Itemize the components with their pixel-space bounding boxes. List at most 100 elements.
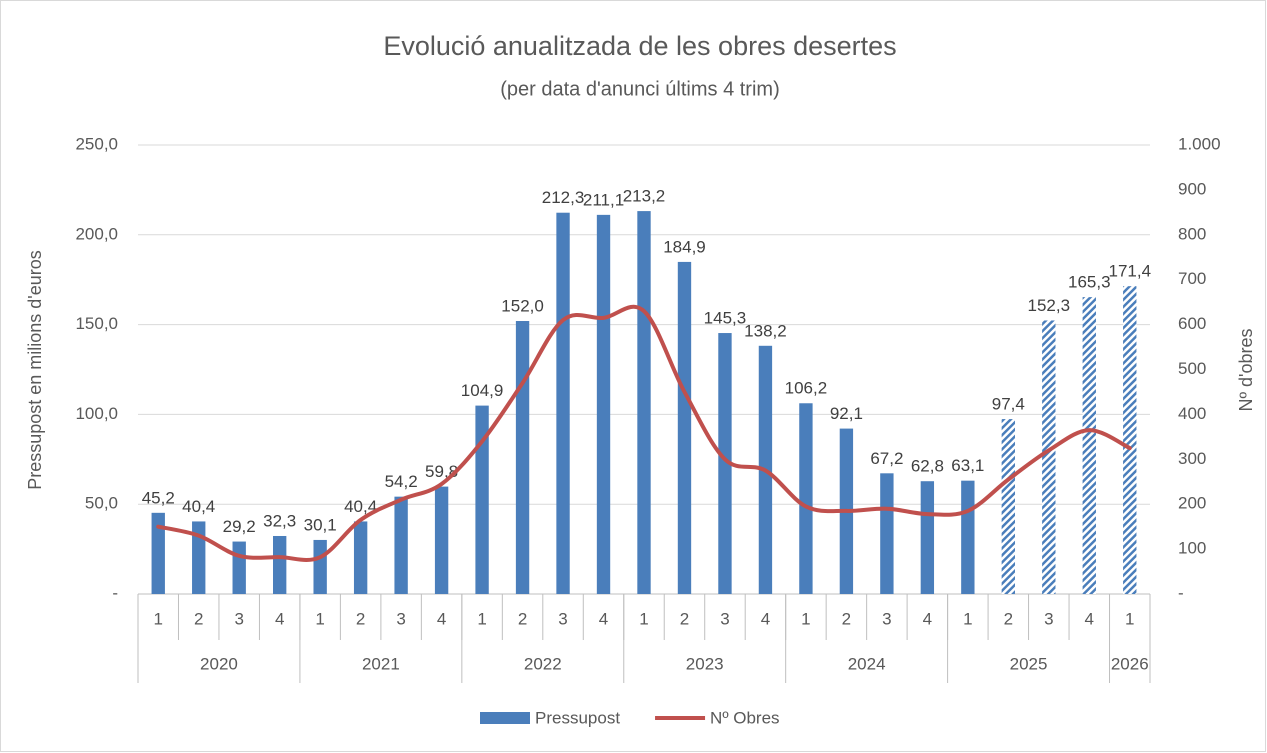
x-tick-label: 3 <box>1044 609 1053 628</box>
data-label: 171,4 <box>1108 262 1151 281</box>
x-tick-label: 1 <box>315 609 324 628</box>
bar <box>718 333 732 594</box>
legend-label: Nº Obres <box>710 708 780 727</box>
group-label: 2022 <box>524 654 562 673</box>
data-label: 213,2 <box>623 187 666 206</box>
bar <box>677 261 692 594</box>
data-label: 62,8 <box>911 457 944 476</box>
bar <box>394 496 408 594</box>
bar <box>475 405 489 594</box>
data-label: 211,1 <box>583 190 624 209</box>
x-tick-label: 4 <box>599 609 608 628</box>
x-tick-label: 4 <box>923 609 932 628</box>
x-tick-label: 3 <box>396 609 405 628</box>
bar <box>151 512 165 594</box>
group-label: 2025 <box>1010 654 1048 673</box>
y2-tick-label: - <box>1178 583 1184 602</box>
y2-tick-label: 1.000 <box>1178 134 1221 153</box>
data-label: 106,2 <box>785 379 828 398</box>
y2-tick-label: 400 <box>1178 404 1206 423</box>
data-label: 152,0 <box>501 296 544 315</box>
data-label: 92,1 <box>830 404 863 423</box>
y-axis-title: Pressupost en milions d'euros <box>25 250 45 490</box>
bar <box>961 480 975 594</box>
data-label: 184,9 <box>663 237 706 256</box>
y-tick-label: 250,0 <box>75 134 118 153</box>
x-tick-label: 3 <box>720 609 729 628</box>
bar <box>232 541 246 594</box>
group-label: 2020 <box>200 654 238 673</box>
x-tick-label: 1 <box>1125 609 1134 628</box>
chart-title: Evolució anualitzada de les obres desert… <box>383 31 896 61</box>
line <box>156 304 1132 562</box>
y-tick-label: 100,0 <box>75 404 118 423</box>
data-label: 30,1 <box>304 515 337 534</box>
group-label: 2024 <box>848 654 886 673</box>
bar <box>192 521 206 594</box>
bar <box>273 535 287 594</box>
y-tick-label: - <box>112 583 118 602</box>
data-label: 145,3 <box>704 309 747 328</box>
data-label: 32,3 <box>263 511 296 530</box>
y2-tick-label: 700 <box>1178 269 1206 288</box>
data-label: 138,2 <box>744 321 787 340</box>
bar <box>1123 286 1137 594</box>
x-tick-label: 3 <box>234 609 243 628</box>
x-tick-label: 3 <box>558 609 567 628</box>
y2-tick-label: 600 <box>1178 314 1206 333</box>
bar <box>1042 320 1056 594</box>
x-tick-label: 1 <box>639 609 648 628</box>
y2-tick-label: 500 <box>1178 359 1206 378</box>
data-label: 63,1 <box>951 456 984 475</box>
legend-swatch <box>480 712 530 724</box>
y-tick-label: 200,0 <box>75 224 118 243</box>
x-tick-label: 4 <box>761 609 770 628</box>
bar <box>1001 419 1015 594</box>
y2-tick-label: 200 <box>1178 494 1206 513</box>
y2-tick-label: 100 <box>1178 539 1206 558</box>
x-tick-label: 1 <box>477 609 486 628</box>
x-tick-label: 2 <box>194 609 203 628</box>
bar <box>353 521 368 594</box>
data-label: 45,2 <box>142 488 175 507</box>
bar <box>434 486 449 594</box>
x-tick-label: 2 <box>842 609 851 628</box>
bar <box>1082 297 1096 594</box>
bar <box>313 539 327 594</box>
x-tick-label: 2 <box>680 609 689 628</box>
x-tick-label: 1 <box>963 609 972 628</box>
data-label: 40,4 <box>182 497 215 516</box>
bar <box>799 403 813 594</box>
data-label: 165,3 <box>1068 273 1111 292</box>
data-label: 152,3 <box>1028 296 1071 315</box>
x-tick-label: 2 <box>1004 609 1013 628</box>
data-label: 104,9 <box>461 381 504 400</box>
group-label: 2026 <box>1111 654 1149 673</box>
bar <box>637 211 651 594</box>
x-tick-label: 4 <box>1085 609 1094 628</box>
bar <box>920 481 935 594</box>
data-label: 54,2 <box>385 472 418 491</box>
legend-label: Pressupost <box>535 708 620 727</box>
bar <box>556 212 570 594</box>
y2-tick-label: 900 <box>1178 179 1206 198</box>
chart-subtitle: (per data d'anunci últims 4 trim) <box>500 78 779 100</box>
x-tick-label: 1 <box>801 609 810 628</box>
group-label: 2023 <box>686 654 724 673</box>
group-label: 2021 <box>362 654 400 673</box>
y2-axis-title: Nº d'obres <box>1236 328 1256 411</box>
x-tick-label: 4 <box>437 609 446 628</box>
bar <box>515 321 530 594</box>
data-label: 212,3 <box>542 188 585 207</box>
x-tick-label: 1 <box>154 609 163 628</box>
data-label: 29,2 <box>223 517 256 536</box>
x-tick-label: 2 <box>356 609 365 628</box>
y2-tick-label: 300 <box>1178 449 1206 468</box>
y-tick-label: 150,0 <box>75 314 118 333</box>
x-tick-label: 3 <box>882 609 891 628</box>
x-tick-label: 2 <box>518 609 527 628</box>
x-tick-label: 4 <box>275 609 284 628</box>
data-label: 97,4 <box>992 395 1025 414</box>
